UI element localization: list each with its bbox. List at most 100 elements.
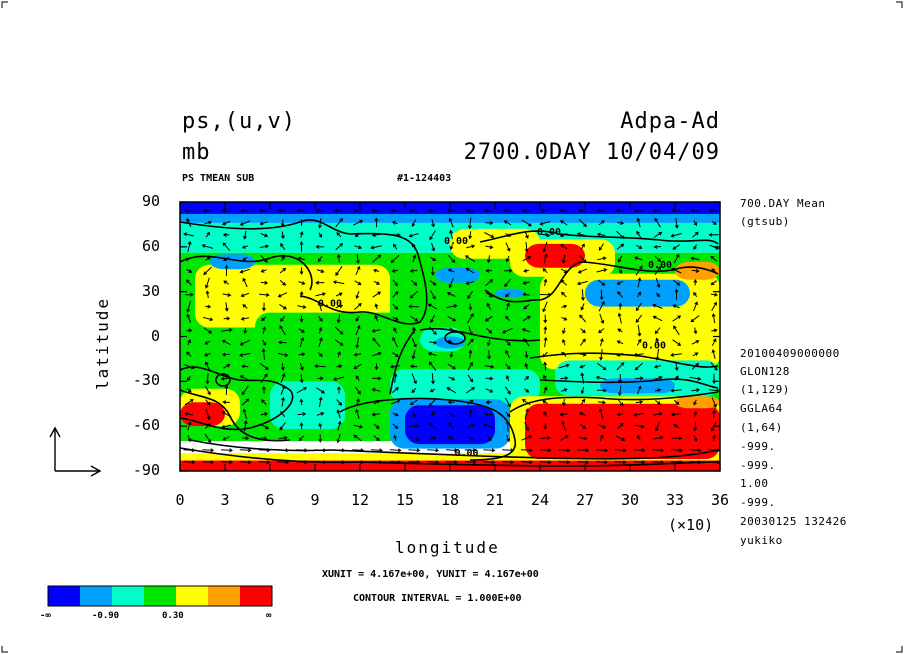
wind-vector	[464, 460, 477, 465]
wind-vector	[505, 242, 511, 252]
plot-run-number: #1-124403	[397, 173, 452, 184]
wind-vector	[335, 304, 344, 309]
wind-vector	[371, 233, 381, 238]
wind-vector	[259, 423, 270, 430]
wind-vector	[356, 254, 360, 265]
wind-vector	[485, 292, 494, 298]
wind-vector	[431, 219, 435, 228]
wind-vector	[261, 386, 266, 394]
wind-vector	[505, 363, 511, 370]
wind-vector	[431, 373, 435, 385]
wind-vector	[636, 244, 643, 249]
wind-vector	[411, 219, 417, 227]
wind-vector	[505, 411, 511, 418]
wind-vector	[409, 268, 418, 273]
wind-vector	[336, 232, 342, 238]
wind-vector	[281, 362, 285, 371]
wind-vector	[336, 364, 343, 369]
wind-vector	[468, 408, 473, 419]
wind-vector	[597, 362, 607, 371]
wind-vector	[558, 460, 571, 465]
wind-vector	[598, 279, 606, 286]
x-tick-label: 12	[350, 491, 370, 509]
wind-vector	[505, 349, 511, 359]
wind-vector	[598, 408, 604, 420]
wind-vector	[468, 303, 473, 311]
wind-vector	[260, 233, 269, 238]
wind-vector	[691, 340, 700, 345]
wind-vector	[314, 364, 326, 369]
wind-vector	[186, 268, 193, 273]
wind-vector	[241, 385, 249, 396]
wind-vector	[577, 208, 587, 213]
heatmap-region	[390, 369, 540, 404]
side-missing-1: -999.	[740, 440, 776, 453]
wind-vector	[634, 256, 644, 261]
wind-vector	[277, 460, 290, 465]
wind-vector	[261, 436, 268, 441]
wind-vector	[240, 208, 250, 213]
wind-vector	[596, 268, 608, 273]
wind-vector	[710, 362, 718, 371]
wind-vector	[355, 408, 360, 419]
wind-vector	[521, 219, 532, 227]
wind-vector	[540, 233, 551, 238]
wind-vector	[258, 460, 271, 465]
wind-vector	[391, 268, 399, 273]
wind-vector	[447, 268, 455, 273]
wind-vector	[652, 448, 665, 453]
wind-vector	[296, 387, 308, 394]
wind-vector	[428, 422, 437, 430]
contour-label: 0.00	[444, 236, 468, 247]
wind-vector	[485, 220, 494, 225]
wind-vector	[673, 424, 680, 429]
wind-vector	[710, 255, 718, 262]
wind-vector	[392, 412, 399, 417]
wind-vector	[505, 374, 510, 381]
wind-vector	[616, 230, 625, 240]
wind-vector	[543, 411, 547, 417]
wind-vector	[298, 352, 306, 357]
wind-vector	[428, 361, 437, 371]
wind-vector	[221, 208, 231, 213]
wind-vector	[486, 435, 492, 442]
wind-vector	[299, 267, 304, 275]
wind-vector	[539, 448, 552, 453]
wind-vector	[654, 266, 662, 275]
wind-vector	[447, 436, 455, 440]
wind-vector	[318, 315, 323, 322]
wind-vector	[598, 243, 605, 251]
wind-vector	[410, 364, 418, 369]
wind-vector	[242, 304, 248, 309]
legend-color-swatch	[48, 586, 80, 606]
wind-vector	[543, 314, 548, 324]
wind-vector	[523, 268, 530, 273]
wind-vector	[653, 375, 663, 381]
wind-vector	[203, 266, 212, 276]
wind-vector	[392, 352, 399, 357]
wind-vector	[336, 409, 341, 419]
wind-vector	[599, 349, 603, 361]
wind-vector	[485, 400, 492, 405]
wind-vector	[655, 400, 661, 405]
wind-vector	[393, 434, 398, 441]
wind-vector	[524, 231, 529, 239]
wind-vector	[316, 269, 325, 273]
wind-vector	[411, 337, 417, 348]
wind-vector	[670, 233, 682, 238]
wind-vector	[203, 352, 211, 357]
wind-vector	[579, 352, 587, 357]
wind-vector	[691, 388, 701, 393]
wind-vector	[372, 254, 382, 263]
wind-vector	[222, 436, 231, 441]
wind-vector	[317, 301, 322, 312]
wind-vector	[240, 316, 250, 321]
contour-label: 0.00	[648, 260, 672, 271]
wind-vector	[280, 410, 286, 418]
wind-vector	[670, 388, 682, 393]
wind-vector	[693, 421, 698, 432]
heatmap-region	[585, 279, 690, 307]
wind-vector	[524, 388, 530, 393]
wind-vector	[543, 278, 548, 286]
